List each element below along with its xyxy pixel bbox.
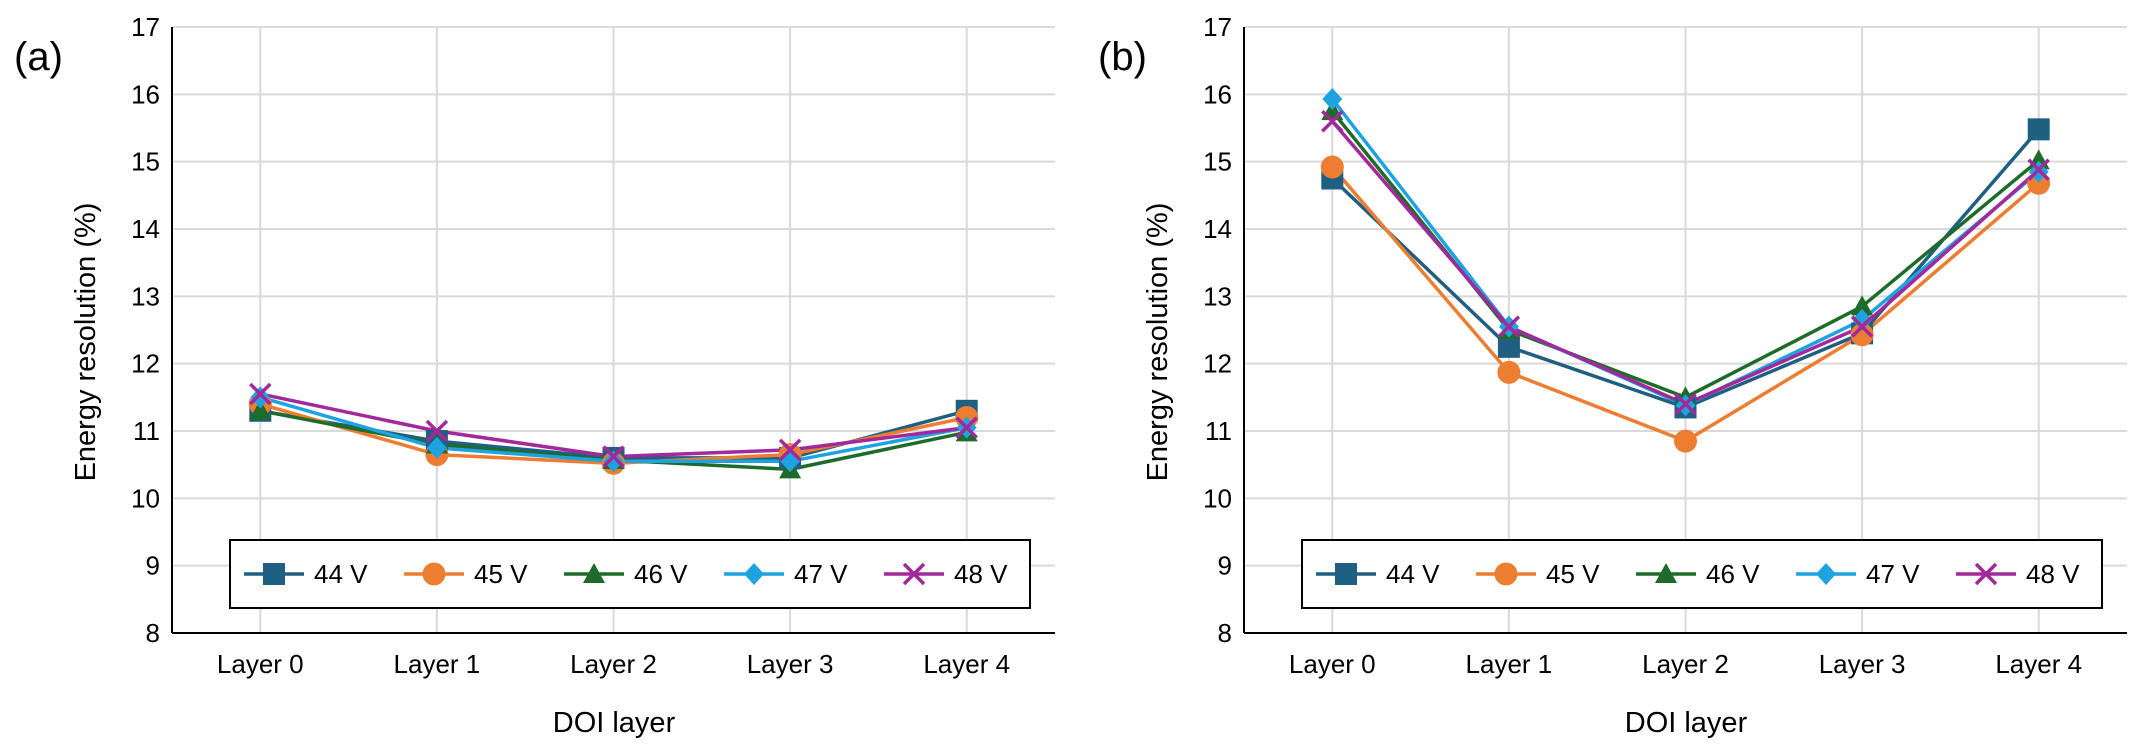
panel-a-label: (a) xyxy=(14,35,63,79)
panel-a-data-point-48v xyxy=(425,419,449,443)
panel-a-legend-marker xyxy=(422,562,446,586)
panel-b-data-point-48v-stroke-2 xyxy=(1850,315,1874,338)
panel-b-ytick-label: 8 xyxy=(1218,618,1232,648)
panel-a: (a) Energy resolution (%) DOI layer 8 9 10… xyxy=(14,12,1055,739)
panel-a-ylabel: Energy resolution (%) xyxy=(70,203,102,482)
panel-a-data-point-47v xyxy=(426,436,447,459)
panel-b-data-point-46v xyxy=(1851,295,1874,316)
panel-b-data-point-48v-stroke-2 xyxy=(1674,392,1697,416)
panel-b-legend-marker xyxy=(1494,562,1518,586)
panel-a-ytick-label: 16 xyxy=(131,79,160,109)
panel-b-legend-marker xyxy=(1655,563,1677,583)
panel-a-legend-label: 46 V xyxy=(634,559,688,589)
panel-a-data-point-48v xyxy=(249,382,272,406)
panel-b-legend-marker xyxy=(1816,563,1836,585)
panel-a-data-point-48v xyxy=(778,438,802,462)
panel-b-data-point-44v xyxy=(2027,118,2050,141)
panel-b-legend-label: 47 V xyxy=(1866,559,1920,589)
panel-b-legend-label: 44 V xyxy=(1386,559,1440,589)
panel-b-legend-label: 46 V xyxy=(1706,559,1760,589)
panel-a-legend-marker xyxy=(744,563,764,585)
panel-a-ytick-label: 8 xyxy=(146,618,160,648)
panel-b-legend-marker xyxy=(1335,563,1357,585)
panel-a-ytick-label: 11 xyxy=(133,416,160,446)
panel-b-label: (b) xyxy=(1098,35,1147,79)
panel-b-xtick-label: Layer 4 xyxy=(1995,649,2082,679)
panel-a-legend: 44 V 45 V 46 V 47 V 48 V xyxy=(229,539,1031,609)
panel-a-legend-label: 48 V xyxy=(954,559,1008,589)
panel-b-data-point-48v-stroke-2 xyxy=(2027,158,2050,181)
panel-b: (b) Energy resolution (%) DOI layer 8 9 10… xyxy=(1098,12,2127,739)
panel-b-legend-marker-stroke-2 xyxy=(1974,562,1998,586)
panel-a-ytick-label: 13 xyxy=(131,281,160,311)
panel-b-data-point-47v xyxy=(1322,88,1343,111)
panel-a-xtick-label: Layer 4 xyxy=(923,649,1010,679)
panel-a-ytick-label: 15 xyxy=(131,147,160,177)
panel-b-ytick-label: 9 xyxy=(1218,551,1232,581)
panel-b-ytick-label: 14 xyxy=(1203,214,1232,244)
panel-b-legend-label: 48 V xyxy=(2026,559,2080,589)
panel-b-data-point-48v-stroke-2 xyxy=(1497,315,1521,338)
panel-b-data-point-48v-stroke-2 xyxy=(1321,110,1344,133)
panel-b-data-point-44v xyxy=(1497,335,1520,358)
panel-a-legend-label: 47 V xyxy=(794,559,848,589)
panel-a-xtick-label: Layer 3 xyxy=(747,649,834,679)
panel-b-xlabel: DOI layer xyxy=(1625,707,1748,739)
panel-a-data-point-46v xyxy=(249,399,272,420)
panel-a-data-point-48v-stroke-2 xyxy=(602,445,625,468)
panel-a-legend-marker xyxy=(902,562,926,586)
panel-a-legend-marker xyxy=(263,563,285,585)
panel-b-legend-marker xyxy=(1974,562,1998,586)
panel-b-data-point-48v xyxy=(1850,315,1874,338)
panel-b-legend: 44 V 45 V 46 V 47 V 48 V xyxy=(1301,539,2103,609)
panel-b-data-point-48v xyxy=(2027,158,2050,181)
panel-a-legend-label: 44 V xyxy=(314,559,368,589)
panel-a-ytick-label: 12 xyxy=(131,349,160,379)
panel-b-data-point-48v xyxy=(1321,110,1344,133)
panel-a-data-point-48v-stroke-2 xyxy=(955,416,978,439)
panel-a-xlabel: DOI layer xyxy=(553,707,676,739)
panel-b-ytick-label: 13 xyxy=(1203,281,1232,311)
panel-b-xtick-label: Layer 0 xyxy=(1289,649,1376,679)
panel-b-xtick-label: Layer 2 xyxy=(1642,649,1729,679)
panel-b-data-point-47v xyxy=(1852,308,1873,331)
panel-a-data-point-48v-stroke-2 xyxy=(778,438,802,462)
panel-a-data-point-48v-stroke-2 xyxy=(425,419,449,443)
panel-b-ytick-label: 12 xyxy=(1203,349,1232,379)
panel-b-ytick-label: 16 xyxy=(1203,79,1232,109)
panel-a-ytick-label: 17 xyxy=(131,12,160,42)
panel-a-data-point-47v xyxy=(603,450,624,473)
panel-b-data-point-45v xyxy=(1320,155,1344,179)
panel-a-data-point-48v-stroke-2 xyxy=(249,382,272,406)
panel-b-xtick-label: Layer 1 xyxy=(1466,649,1553,679)
panel-a-data-point-47v xyxy=(250,386,271,409)
panel-a-legend-marker xyxy=(583,563,605,583)
panel-b-data-point-48v xyxy=(1497,315,1521,338)
panel-b-ytick-label: 17 xyxy=(1203,12,1232,42)
panel-a-legend-marker-stroke-2 xyxy=(902,562,926,586)
panel-a-xtick-label: Layer 1 xyxy=(394,649,481,679)
panel-a-ytick-label: 10 xyxy=(131,483,160,513)
panel-a-xtick-label: Layer 2 xyxy=(570,649,657,679)
panel-a-legend-label: 45 V xyxy=(474,559,528,589)
panel-b-legend-label: 45 V xyxy=(1546,559,1600,589)
panel-a-xtick-label: Layer 0 xyxy=(217,649,304,679)
panel-b-data-point-45v xyxy=(1674,429,1697,453)
panel-b-ytick-label: 15 xyxy=(1203,147,1232,177)
panel-b-ytick-label: 11 xyxy=(1205,416,1232,446)
panel-a-ytick-label: 9 xyxy=(146,551,160,581)
panel-b-ylabel: Energy resolution (%) xyxy=(1142,203,1174,482)
panel-a-data-point-48v xyxy=(955,416,978,439)
panel-b-xtick-label: Layer 3 xyxy=(1819,649,1906,679)
panel-b-data-point-45v xyxy=(1850,323,1874,347)
panel-b-data-point-48v xyxy=(1674,392,1697,416)
panel-a-ytick-label: 14 xyxy=(131,214,160,244)
panel-b-data-point-45v xyxy=(1497,360,1521,384)
panel-b-ytick-label: 10 xyxy=(1203,483,1232,513)
panel-a-data-point-48v xyxy=(602,445,625,468)
